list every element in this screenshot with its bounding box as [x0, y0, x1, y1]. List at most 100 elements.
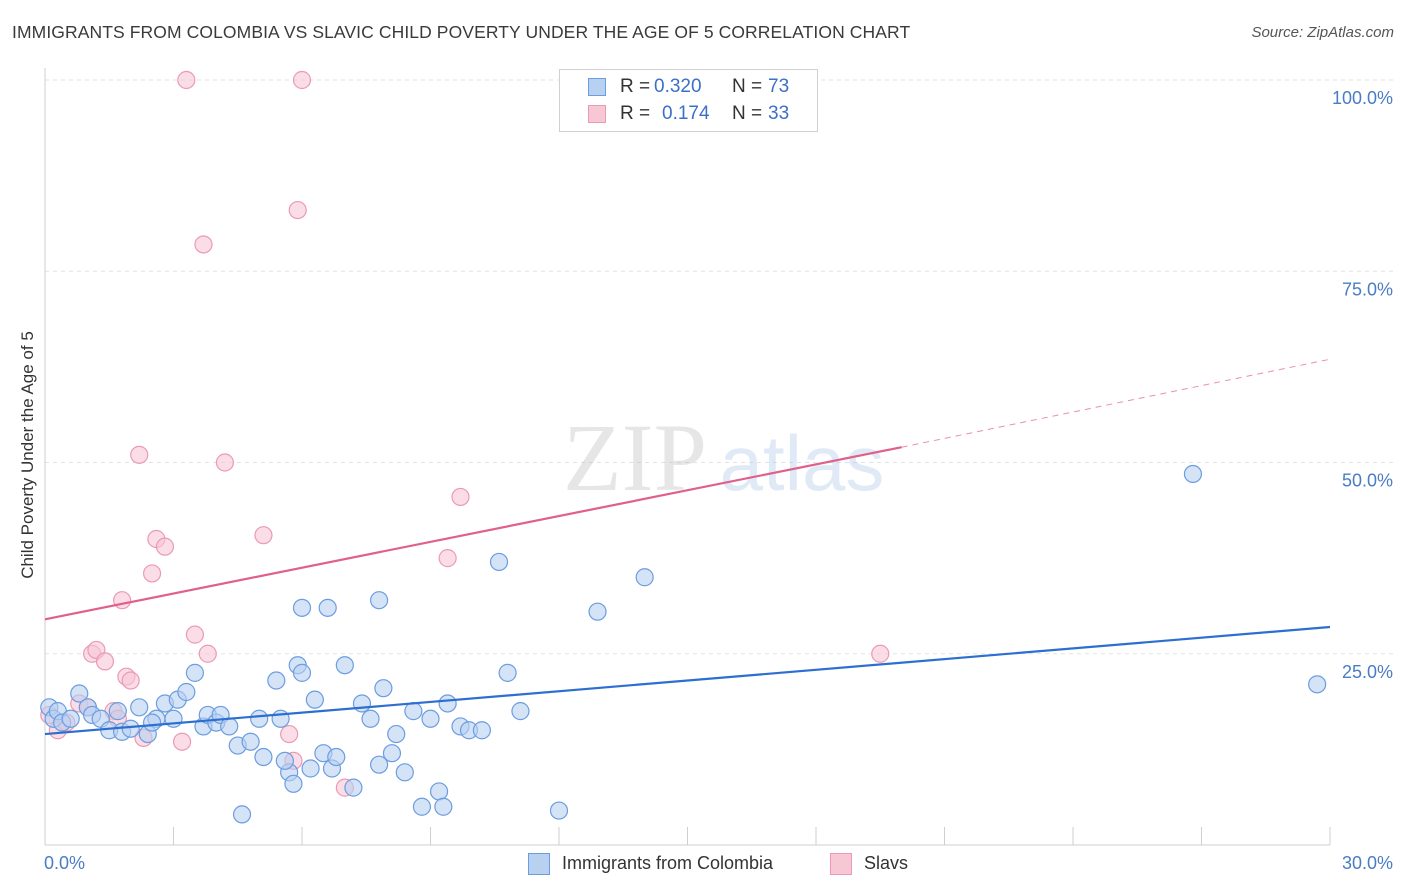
colombia-point [232, 805, 252, 824]
colombia-point [421, 709, 440, 728]
legend-n-label: N = [732, 103, 763, 124]
colombia-point [498, 663, 517, 682]
tick-labels: 25.0% 50.0% 75.0% 100.0% 0.0% 30.0% [44, 88, 1393, 873]
legend-swatch-blue [588, 78, 606, 96]
watermark-atlas: atlas [720, 419, 885, 507]
colombia-point [472, 721, 491, 740]
y-tick-label: 100.0% [1332, 88, 1393, 108]
y-tick-label: 50.0% [1342, 471, 1393, 491]
source-label: Source: ZipAtlas.com [1251, 24, 1394, 41]
colombia-point [327, 747, 346, 767]
colombia-point [374, 679, 393, 698]
colombia-point [177, 682, 196, 702]
bottom-legend-swatch-pink [830, 853, 852, 875]
x-tick-label: 30.0% [1342, 853, 1393, 873]
slavs-point [198, 644, 217, 663]
slavs-point [95, 652, 115, 671]
slavs-point [155, 537, 175, 556]
slavs-point [438, 549, 457, 568]
legend-n-label: N = [732, 76, 763, 97]
colombia-point [1308, 675, 1327, 694]
colombia-point [511, 702, 530, 721]
slavs-point [451, 487, 470, 507]
colombia-point [1183, 464, 1203, 484]
legend-r-label: R = [620, 103, 651, 124]
slavs-point [254, 526, 273, 545]
colombia-point [301, 759, 320, 778]
colombia-point [438, 694, 457, 713]
colombia-point [318, 598, 337, 617]
colombia-point [361, 709, 380, 728]
colombia-point [412, 797, 432, 816]
colombia-point [489, 552, 509, 572]
colombia-point [185, 663, 205, 682]
slavs-point [215, 453, 234, 472]
colombia-point [220, 717, 239, 736]
legend-n-value: 33 [768, 103, 790, 124]
bottom-legend-label: Immigrants from Colombia [562, 853, 774, 873]
colombia-point [292, 598, 312, 617]
colombia-point [404, 702, 423, 721]
colombia-point [121, 719, 140, 738]
slavs-point [871, 644, 890, 663]
colombia-point [370, 755, 389, 774]
colombia-point [387, 724, 406, 744]
y-tick-label: 25.0% [1342, 662, 1393, 682]
colombia-point [434, 797, 453, 816]
slavs-point [280, 724, 299, 744]
colombia-point [254, 747, 273, 767]
colombia-point [271, 709, 290, 728]
legend-swatch-pink [588, 105, 606, 123]
y-axis-label: Child Poverty Under the Age of 5 [18, 331, 37, 579]
slavs-point [177, 70, 196, 90]
gridlines [45, 79, 1395, 655]
colombia-point [335, 656, 354, 675]
colombia-point [108, 702, 127, 721]
colombia-trend-line [44, 625, 1331, 736]
slavs-point [130, 445, 149, 464]
colombia-point [130, 698, 149, 717]
watermark: ZIP atlas [563, 404, 884, 511]
colombia-point [275, 751, 294, 770]
colombia-point [344, 778, 363, 797]
colombia-point [70, 684, 89, 703]
colombia-point [549, 801, 569, 820]
slavs-point [288, 200, 307, 220]
slavs-point [121, 671, 140, 690]
slavs-point [142, 564, 162, 583]
trend-lines [44, 358, 1331, 736]
slavs-point [185, 625, 205, 644]
colombia-point [241, 732, 260, 751]
colombia-point [635, 568, 654, 587]
colombia-point [395, 763, 414, 782]
bottom-legend-label: Slavs [864, 853, 909, 873]
series-colombia-points [40, 464, 1327, 824]
colombia-point [429, 782, 449, 801]
colombia-point [352, 694, 372, 713]
colombia-point [284, 774, 303, 793]
legend-r-value: 0.174 [662, 103, 710, 124]
watermark-zip: ZIP [563, 404, 707, 511]
bottom-legend-swatch-blue [528, 853, 550, 875]
slavs-point [172, 732, 192, 751]
colombia-point [292, 663, 312, 682]
slavs-trend-line-extension [901, 358, 1331, 448]
colombia-point [61, 709, 80, 728]
colombia-point [250, 709, 269, 728]
slavs-trend-line [44, 446, 902, 621]
legend-r-label: R = [620, 76, 651, 97]
legend-n-value: 73 [768, 76, 790, 97]
chart-title: IMMIGRANTS FROM COLOMBIA VS SLAVIC CHILD… [12, 22, 911, 42]
x-tick-label: 0.0% [44, 853, 85, 873]
slavs-point [292, 70, 312, 90]
colombia-point [267, 671, 286, 690]
legend: R = 0.320 N = 73 R = 0.174 N = 33 [559, 69, 818, 132]
colombia-point [370, 591, 389, 610]
y-tick-label: 75.0% [1342, 279, 1393, 299]
colombia-point [588, 602, 607, 621]
slavs-point [194, 235, 213, 254]
colombia-point [382, 744, 402, 763]
colombia-point [305, 690, 324, 709]
colombia-point [142, 713, 162, 732]
